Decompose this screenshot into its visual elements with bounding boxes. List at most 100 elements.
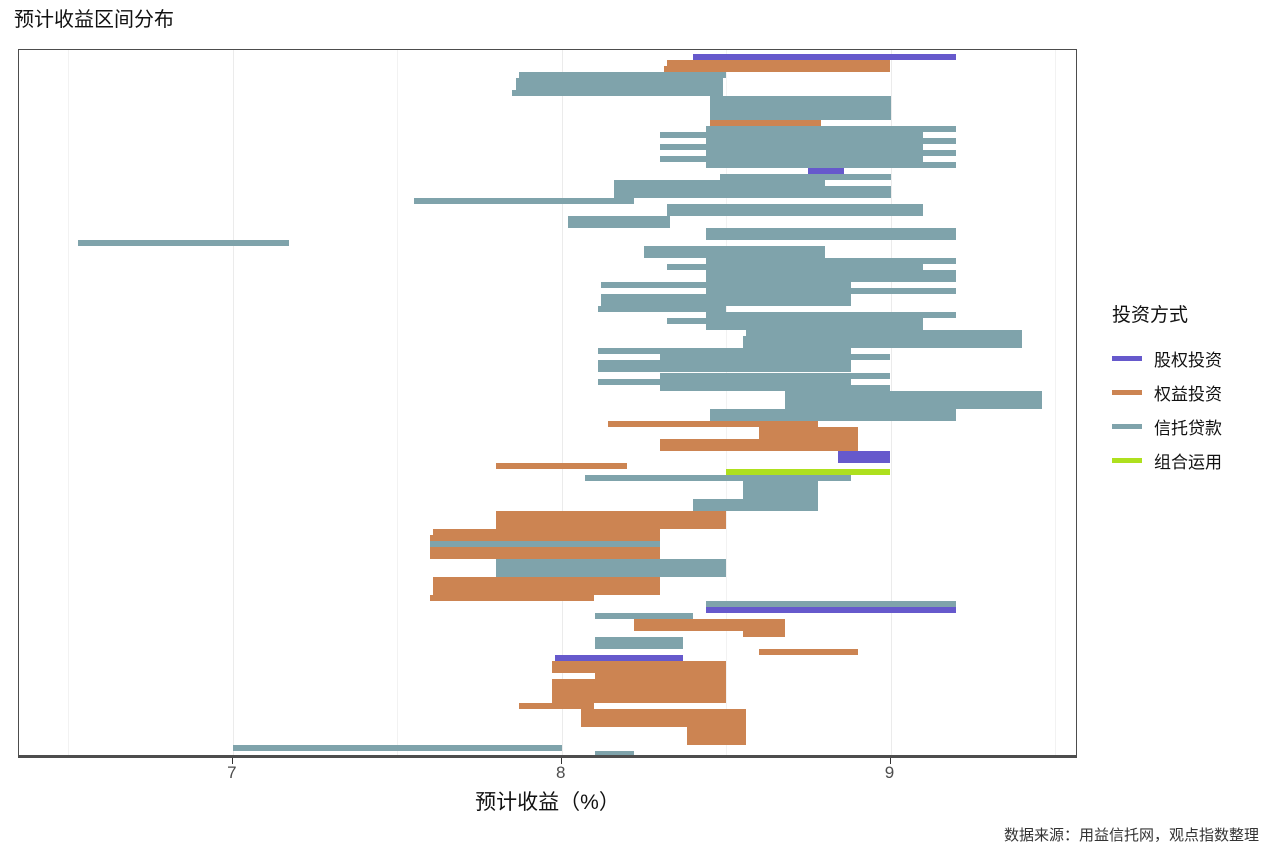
bar-row-49	[597, 348, 851, 355]
bar-row-94	[634, 618, 786, 625]
bar-row-86	[495, 570, 727, 577]
bar-row-0	[693, 54, 957, 60]
bar-row-103	[594, 672, 727, 679]
bar-row-99	[759, 648, 858, 655]
gridline-8.5	[726, 50, 728, 755]
bar-row-23	[614, 192, 891, 199]
bar-row-13	[660, 132, 924, 139]
bar-row-35	[666, 264, 924, 271]
legend-swatch-icon	[1112, 423, 1142, 429]
bar-row-71	[742, 480, 819, 487]
bar-row-4	[515, 78, 723, 84]
bar-row-111	[581, 720, 746, 727]
gridline-6.5	[68, 50, 70, 755]
tick-mark-8	[560, 758, 562, 764]
bar-row-91	[706, 600, 957, 607]
bar-row-32	[643, 246, 825, 253]
bar-row-63	[759, 432, 858, 439]
bar-row-5	[515, 84, 723, 90]
bar-row-25	[666, 204, 924, 211]
bar-row-45	[706, 324, 924, 331]
bar-row-102	[551, 666, 727, 673]
legend-label: 信托贷款	[1154, 418, 1222, 438]
bar-row-53	[660, 372, 891, 379]
legend-title: 投资方式	[1112, 305, 1189, 326]
bar-row-11	[709, 120, 822, 127]
bar-row-1	[666, 60, 891, 66]
bar-row-72	[742, 486, 819, 493]
legend-items: 股权投资权益投资信托贷款组合运用	[1112, 341, 1262, 477]
bar-row-39	[706, 288, 957, 295]
legend-item-3[interactable]: 组合运用	[1112, 443, 1262, 477]
bar-row-76	[495, 510, 727, 517]
legend-label: 股权投资	[1154, 350, 1222, 370]
x-axis-line	[18, 755, 1077, 758]
tick-label-9: 9	[884, 763, 895, 782]
bar-row-18	[706, 162, 957, 169]
gridline-7.5	[397, 50, 399, 755]
bar-row-50	[660, 354, 891, 361]
bar-row-89	[433, 588, 661, 595]
tick-label-8: 8	[555, 763, 566, 782]
bar-row-56	[785, 390, 1042, 397]
tick-mark-9	[889, 758, 891, 764]
gridline-8	[561, 50, 563, 755]
bar-row-59	[709, 408, 957, 415]
bar-row-3	[518, 72, 727, 78]
bar-row-30	[706, 234, 957, 241]
bar-row-69	[726, 468, 891, 475]
bar-row-16	[706, 150, 957, 157]
bar-row-28	[568, 222, 671, 229]
bar-row-15	[660, 144, 924, 151]
bar-row-27	[568, 216, 671, 223]
source-caption: 数据来源：用益信托网，观点指数整理	[1003, 827, 1259, 844]
bar-row-55	[660, 384, 891, 391]
tick-label-7: 7	[227, 763, 237, 782]
x-axis-title: 预计收益（%）	[475, 791, 620, 814]
bar-row-79	[433, 528, 661, 535]
plot-area	[18, 49, 1077, 756]
bar-row-96	[742, 630, 786, 637]
chart-title: 预计收益区间分布	[14, 9, 174, 31]
bar-row-78	[495, 522, 727, 529]
bar-row-112	[686, 727, 746, 733]
bar-row-24	[413, 198, 635, 205]
bar-row-88	[433, 582, 661, 589]
bar-row-46	[745, 330, 1023, 337]
bar-row-113	[686, 733, 746, 739]
bar-row-106	[551, 690, 727, 697]
bar-row-93	[594, 612, 694, 619]
bar-row-9	[709, 108, 891, 115]
bar-row-48	[742, 342, 1022, 349]
bar-row-7	[709, 96, 891, 103]
bar-row-8	[709, 102, 891, 109]
bar-row-105	[551, 684, 727, 691]
bar-row-42	[597, 306, 727, 313]
bar-row-33	[643, 252, 825, 259]
bar-row-114	[686, 739, 746, 745]
bar-row-95	[634, 624, 786, 631]
tick-mark-7	[231, 758, 233, 764]
bar-row-57	[785, 396, 1042, 403]
bar-row-67	[837, 456, 891, 463]
bar-row-66	[837, 450, 891, 457]
bar-row-62	[759, 426, 858, 433]
bar-row-51	[597, 360, 851, 367]
bar-row-38	[601, 282, 852, 289]
legend-label: 组合运用	[1154, 452, 1222, 472]
bar-row-98	[594, 642, 684, 649]
bar-row-97	[594, 636, 684, 643]
legend-item-0[interactable]: 股权投资	[1112, 341, 1262, 375]
legend-item-2[interactable]: 信托贷款	[1112, 409, 1262, 443]
legend-item-1[interactable]: 权益投资	[1112, 375, 1262, 409]
bar-row-22	[614, 186, 891, 193]
bar-row-109	[581, 708, 746, 715]
bar-row-12	[706, 126, 957, 133]
bar-row-20	[719, 174, 891, 181]
legend-swatch-icon	[1112, 355, 1142, 361]
bar-row-6	[512, 90, 723, 97]
bar-row-85	[495, 564, 727, 571]
bar-row-21	[614, 180, 825, 187]
bar-row-34	[706, 258, 957, 265]
bar-row-54	[597, 378, 851, 385]
